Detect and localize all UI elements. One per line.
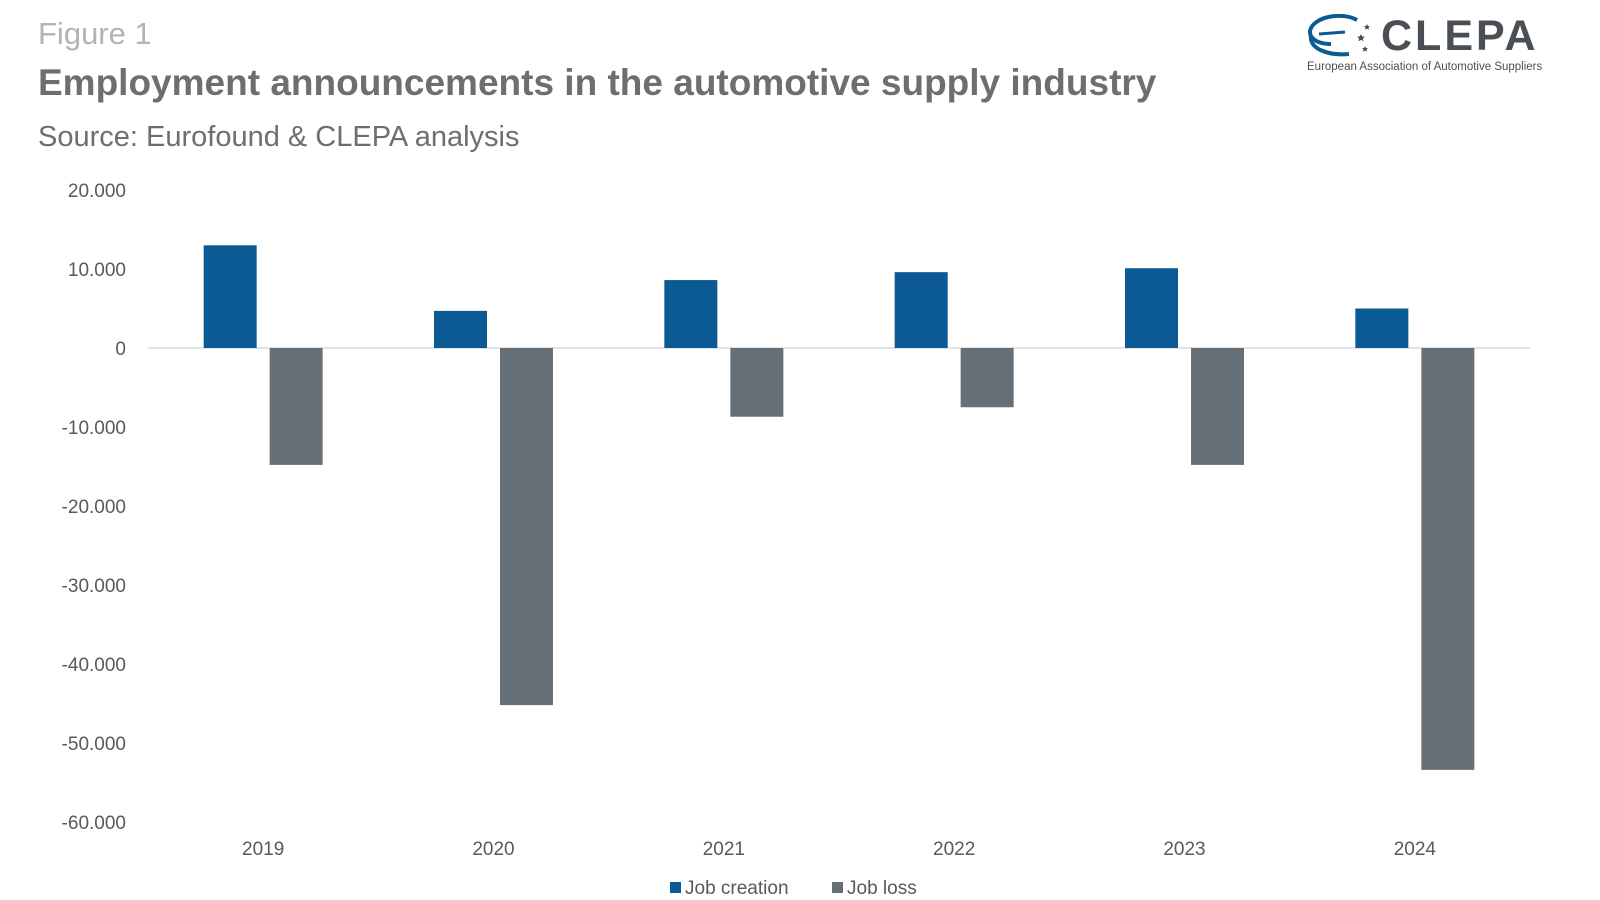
y-tick-label: -40.000 [62, 655, 126, 676]
x-tick-label: 2019 [242, 839, 284, 860]
figure-label: Figure 1 [38, 16, 152, 51]
y-tick-label: -50.000 [62, 734, 126, 755]
bar-job-loss [1421, 348, 1475, 770]
legend-label-job-loss: Job loss [847, 878, 917, 899]
y-tick-label: -30.000 [62, 576, 126, 597]
chart-title: Employment announcements in the automoti… [38, 62, 1157, 103]
bar-job-creation [1125, 268, 1178, 348]
bar-job-loss [1191, 348, 1244, 465]
y-tick-label: 0 [115, 339, 126, 360]
bar-job-loss [500, 348, 553, 706]
x-tick-label: 2023 [1163, 839, 1205, 860]
bar-job-loss [269, 348, 323, 465]
x-tick-label: 2021 [703, 839, 745, 860]
bar-job-creation [203, 245, 257, 348]
x-tick-label: 2020 [472, 839, 514, 860]
bar-job-creation [1355, 308, 1409, 348]
logo-wordmark: CLEPA [1381, 12, 1539, 60]
legend-label-job-creation: Job creation [685, 878, 789, 899]
clepa-swoosh-logo-icon [1308, 14, 1370, 57]
y-tick-label: 10.000 [68, 260, 126, 281]
x-tick-label: 2022 [933, 839, 975, 860]
y-tick-label: -10.000 [62, 418, 126, 439]
x-tick-label: 2024 [1394, 839, 1437, 860]
bar-job-creation [664, 280, 718, 348]
y-tick-label: -60.000 [62, 813, 126, 834]
legend-swatch-job-loss [832, 882, 843, 893]
bar-job-loss [960, 348, 1014, 408]
logo-tagline: European Association of Automotive Suppl… [1307, 61, 1543, 73]
y-tick-label: -20.000 [62, 497, 126, 518]
bar-job-creation [434, 310, 487, 348]
clepa-logo: CLEPA European Association of Automotive… [1305, 12, 1565, 78]
y-tick-label: 20.000 [68, 181, 126, 202]
legend-swatch-job-creation [670, 882, 681, 893]
bar-job-loss [730, 348, 784, 417]
chart-subtitle: Source: Eurofound & CLEPA analysis [38, 121, 520, 153]
bar-job-creation [894, 272, 948, 348]
